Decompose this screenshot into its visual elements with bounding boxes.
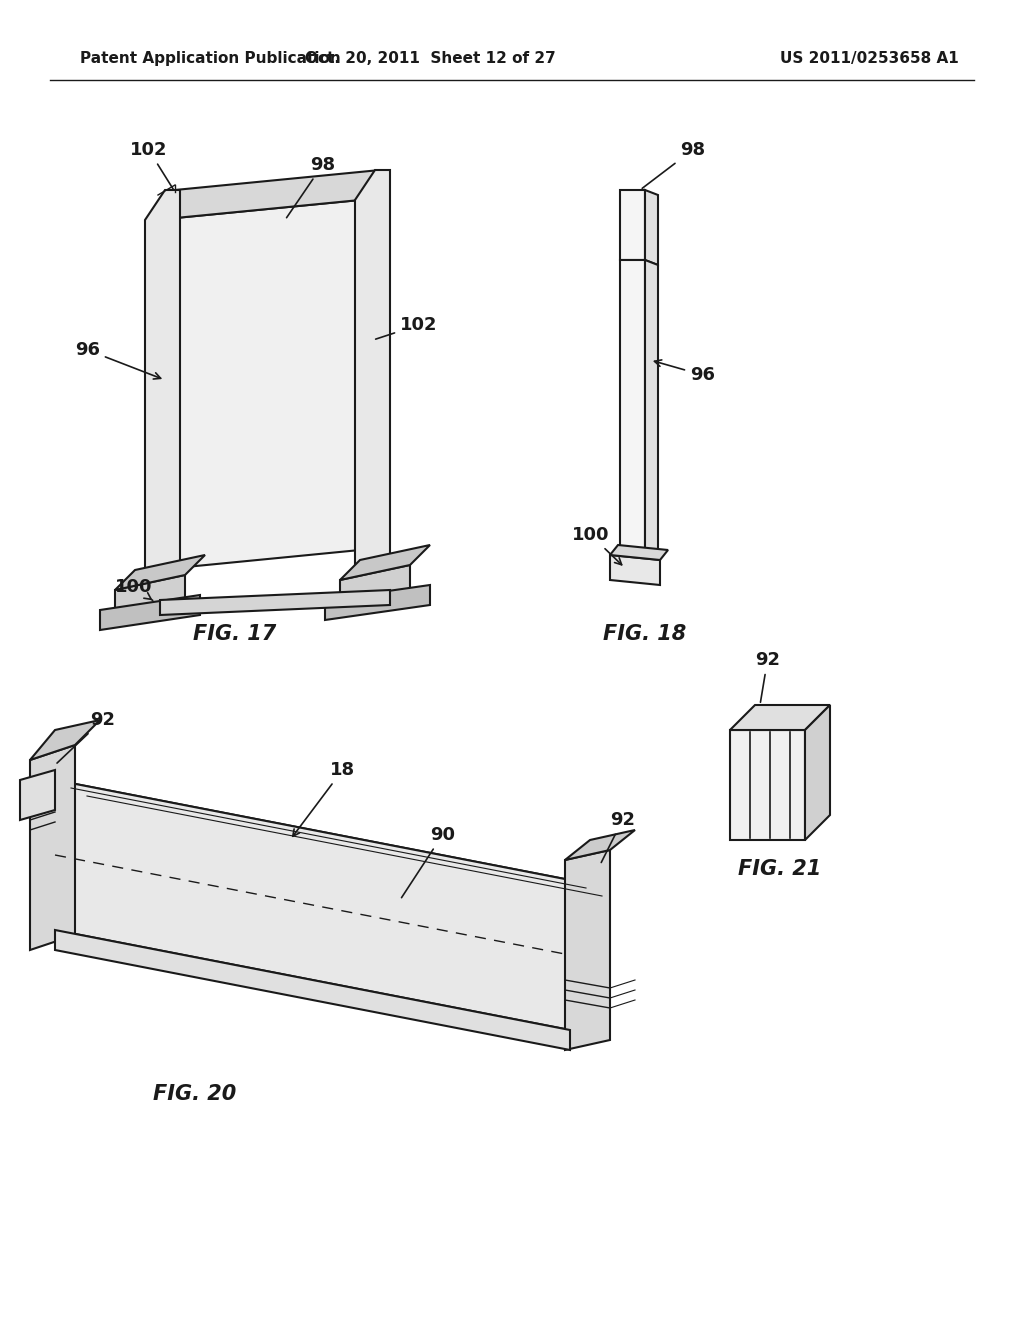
Text: 96: 96 [654,360,715,384]
Text: 98: 98 [287,156,335,218]
Text: 18: 18 [293,762,355,837]
Polygon shape [730,730,805,840]
Text: Oct. 20, 2011  Sheet 12 of 27: Oct. 20, 2011 Sheet 12 of 27 [304,50,555,66]
Polygon shape [55,780,570,1030]
Polygon shape [340,545,430,579]
Text: FIG. 21: FIG. 21 [738,859,821,879]
Polygon shape [730,705,830,730]
Text: 102: 102 [376,315,437,339]
Text: 92: 92 [755,651,780,702]
Polygon shape [565,830,635,861]
Polygon shape [100,595,200,630]
Text: 96: 96 [75,341,161,379]
Text: Patent Application Publication: Patent Application Publication [80,50,341,66]
Text: 92: 92 [601,810,635,862]
Polygon shape [620,190,645,260]
Polygon shape [155,201,360,570]
Polygon shape [155,170,380,220]
Polygon shape [55,931,570,1049]
Polygon shape [30,719,100,760]
Polygon shape [610,554,660,585]
Text: 92: 92 [57,711,115,763]
Polygon shape [145,190,180,601]
Text: 90: 90 [401,826,455,898]
Polygon shape [645,190,658,265]
Polygon shape [360,170,380,550]
Polygon shape [115,576,185,620]
Text: 102: 102 [130,141,173,190]
Text: 98: 98 [642,141,706,189]
Polygon shape [325,585,430,620]
Polygon shape [20,770,55,820]
Polygon shape [355,170,390,579]
Polygon shape [55,780,570,900]
Polygon shape [30,744,75,950]
Text: FIG. 17: FIG. 17 [194,624,276,644]
Polygon shape [115,554,205,590]
Polygon shape [645,260,658,570]
Text: 100: 100 [572,525,622,565]
Text: US 2011/0253658 A1: US 2011/0253658 A1 [780,50,958,66]
Text: FIG. 20: FIG. 20 [154,1084,237,1104]
Text: 100: 100 [115,578,153,601]
Polygon shape [805,705,830,840]
Polygon shape [565,850,610,1049]
Polygon shape [160,590,390,615]
Polygon shape [340,565,410,610]
Polygon shape [610,545,668,560]
Text: FIG. 18: FIG. 18 [603,624,687,644]
Polygon shape [620,260,645,560]
